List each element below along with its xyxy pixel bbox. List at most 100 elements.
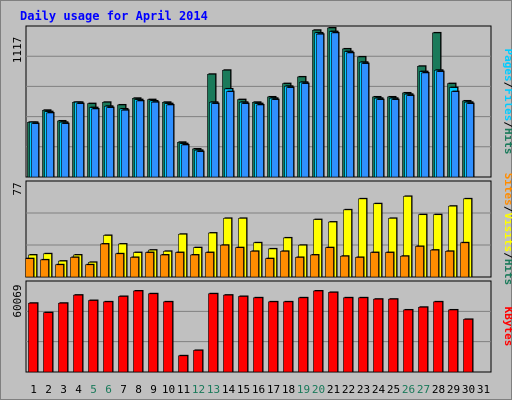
sites-bar [430, 249, 439, 278]
pages-bar [346, 52, 354, 178]
x-tick-label: 9 [150, 383, 157, 396]
kbytes-bar [328, 292, 338, 373]
pages-bar [181, 144, 189, 178]
x-tick-label: 29 [447, 383, 460, 396]
sites-bar [340, 255, 349, 278]
sites-bar [25, 258, 34, 278]
pages-bar [241, 103, 249, 178]
sites-bar [460, 242, 469, 278]
x-tick-label: 3 [60, 383, 67, 396]
legend-hits-part: / [502, 121, 512, 128]
legend-visits-part: / [502, 252, 512, 259]
sites-bar [190, 254, 199, 278]
x-tick-label: 16 [252, 383, 265, 396]
kbytes-bar [43, 312, 53, 373]
pages-bar [331, 32, 339, 178]
sites-bar [100, 243, 109, 278]
legend-hits-part: Pages [502, 49, 512, 82]
x-tick-label: 21 [327, 383, 340, 396]
pages-bar [301, 83, 309, 178]
legend-visits-part: / [502, 206, 512, 213]
sites-bar [175, 252, 184, 278]
kbytes-bar [388, 298, 398, 373]
legend-kbytes: KBytes [502, 307, 512, 347]
sites-bar [70, 257, 79, 278]
x-tick-label: 8 [135, 383, 142, 396]
kbytes-bar [193, 350, 203, 373]
x-tick-label: 6 [105, 383, 112, 396]
x-tick-label: 4 [75, 383, 82, 396]
kbytes-bar [238, 296, 248, 373]
pages-bar [316, 33, 324, 178]
sites-bar [40, 259, 49, 278]
pages-bar [451, 91, 459, 178]
x-tick-label: 10 [162, 383, 175, 396]
x-tick-label: 19 [297, 383, 310, 396]
kbytes-bar [418, 306, 428, 373]
sites-bar [415, 246, 424, 278]
sites-bar [55, 264, 64, 278]
pages-bar [211, 103, 219, 178]
pages-bar [271, 99, 279, 178]
pages-bar [196, 151, 204, 178]
pages-bar [106, 107, 114, 178]
pages-bar [166, 104, 174, 178]
x-tick-label: 11 [177, 383, 190, 396]
x-tick-label: 7 [120, 383, 127, 396]
x-tick-label: 25 [387, 383, 400, 396]
kbytes-bar [148, 293, 158, 373]
pages-bar [91, 108, 99, 178]
legend-visits-part: Visits [502, 212, 512, 252]
y-max-label-hits: 1117 [11, 37, 24, 64]
x-tick-label: 27 [417, 383, 430, 396]
x-tick-label: 20 [312, 383, 325, 396]
x-tick-label: 24 [372, 383, 386, 396]
pages-bar [361, 63, 369, 178]
kbytes-bar [58, 302, 68, 373]
sites-bar [295, 257, 304, 278]
pages-bar [436, 71, 444, 178]
pages-bar [226, 91, 234, 178]
sites-bar [205, 252, 214, 278]
kbytes-bar [118, 296, 128, 373]
x-tick-label: 31 [477, 383, 490, 396]
kbytes-bar [28, 302, 38, 373]
x-tick-label: 22 [342, 383, 355, 396]
legend-hits-part: Hits [502, 128, 512, 155]
chart-title: Daily usage for April 2014 [20, 9, 208, 23]
kbytes-bar [298, 297, 308, 373]
legend-visits-part: Sites [502, 173, 512, 206]
kbytes-bar [208, 293, 218, 373]
sites-bar [250, 251, 259, 278]
sites-bar [370, 252, 379, 278]
kbytes-bar [103, 301, 113, 373]
legend-visits-part: Hits [502, 259, 512, 286]
pages-bar [466, 103, 474, 178]
kbytes-bar [373, 298, 383, 373]
kbytes-bar [133, 290, 143, 373]
sites-bar [325, 247, 334, 278]
kbytes-bar [253, 297, 263, 373]
sites-bar [310, 254, 319, 278]
x-tick-label: 2 [45, 383, 52, 396]
kbytes-bar [403, 309, 413, 373]
sites-bar [280, 251, 289, 278]
sites-bar [400, 255, 409, 278]
pages-bar [391, 99, 399, 178]
x-tick-label: 13 [207, 383, 220, 396]
sites-bar [145, 252, 154, 278]
sites-bar [115, 253, 124, 278]
x-tick-label: 18 [282, 383, 295, 396]
kbytes-bar [223, 294, 233, 373]
kbytes-bar [178, 355, 188, 373]
sites-bar [385, 252, 394, 278]
x-tick-label: 26 [402, 383, 415, 396]
legend-hits-part: / [502, 82, 512, 89]
kbytes-bar [283, 301, 293, 373]
pages-bar [136, 100, 144, 178]
legend-hits: Pages/Files/Hits [502, 49, 512, 155]
x-tick-label: 12 [192, 383, 205, 396]
kbytes-bar [343, 297, 353, 373]
